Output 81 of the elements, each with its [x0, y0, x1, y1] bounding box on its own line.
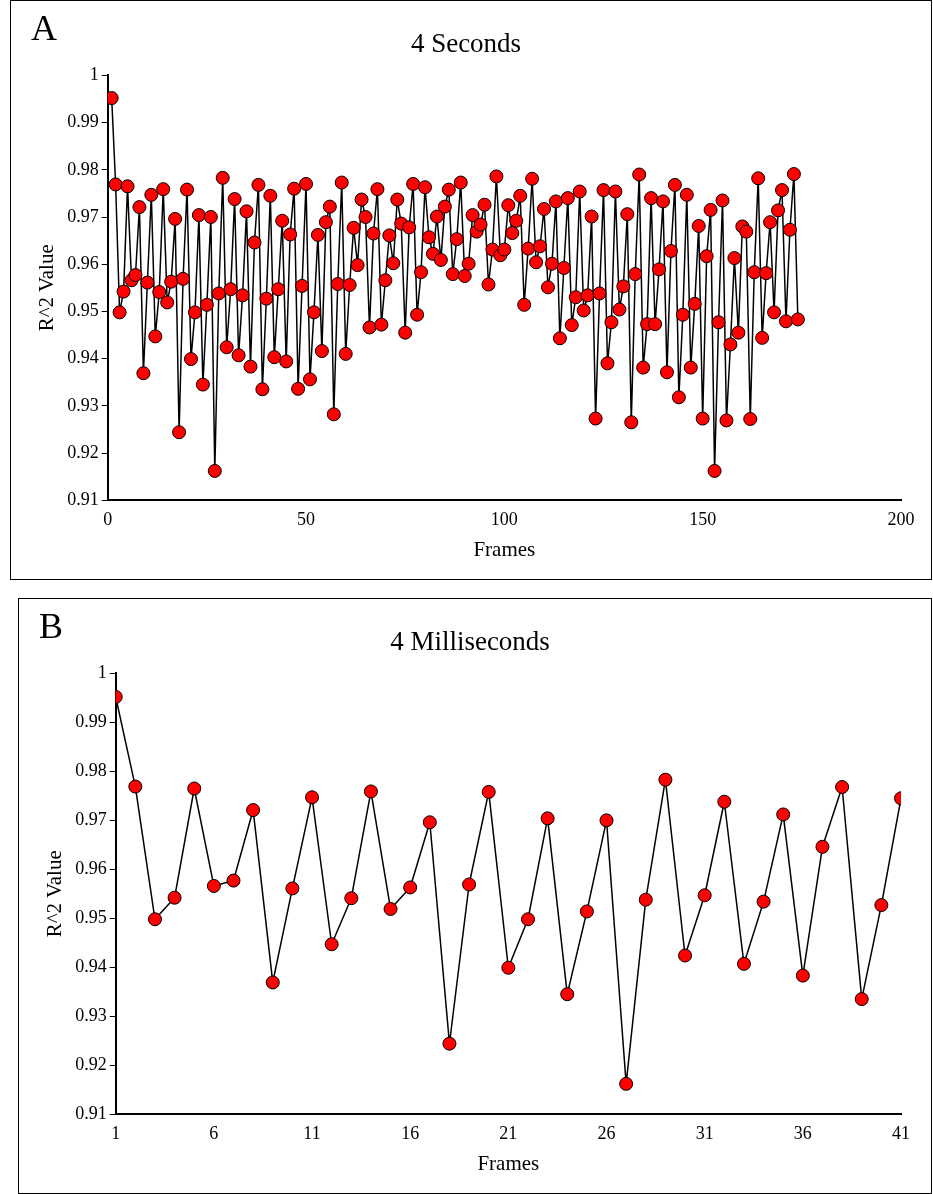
point [638, 892, 653, 907]
y-tick-label: 0.91 [67, 488, 99, 509]
point [167, 890, 182, 905]
y-tick-label: 0.98 [67, 158, 99, 179]
y-tick-label: 0.91 [75, 1102, 107, 1123]
point [363, 784, 378, 799]
x-tick-label: 0 [103, 508, 113, 529]
point [776, 807, 791, 822]
point [344, 891, 359, 906]
y-tick-label: 0.95 [67, 300, 99, 321]
point [147, 912, 162, 927]
x-tick-label: 31 [695, 1122, 714, 1143]
point [442, 1036, 457, 1051]
point [462, 877, 477, 892]
point [285, 881, 300, 896]
x-tick-label: 11 [303, 1122, 321, 1143]
y-axis-title: R^2 Value [34, 244, 59, 332]
y-tick-label: 0.97 [75, 809, 107, 830]
x-axis-title: Frames [477, 1150, 540, 1175]
y-tick-label: 0.98 [75, 760, 107, 781]
x-tick-label: 200 [887, 508, 915, 529]
y-tick-label: 0.95 [75, 907, 107, 928]
point [874, 898, 889, 913]
point [187, 781, 202, 796]
y-tick-label: 1 [89, 64, 99, 85]
x-tick-label: 50 [297, 508, 316, 529]
y-axis-title: R^2 Value [42, 850, 67, 938]
y-tick-label: 0.97 [67, 205, 99, 226]
x-tick-label: 21 [499, 1122, 518, 1143]
y-tick-label: 0.94 [67, 347, 99, 368]
point [226, 873, 241, 888]
x-axis-title: Frames [473, 536, 536, 561]
point [795, 968, 810, 983]
point [815, 839, 830, 854]
y-tick-label: 0.96 [75, 858, 107, 879]
y-tick-label: 0.92 [67, 441, 99, 462]
point [717, 794, 732, 809]
point [854, 992, 869, 1007]
x-tick-label: 150 [689, 508, 717, 529]
point [481, 784, 496, 799]
x-tick-label: 1 [111, 1122, 121, 1143]
y-tick-label: 0.94 [75, 956, 107, 976]
x-tick-label: 6 [209, 1122, 219, 1143]
point [658, 772, 673, 787]
point [599, 813, 614, 828]
x-tick-label: 36 [793, 1122, 812, 1143]
y-tick-label: 0.92 [75, 1053, 107, 1074]
y-tick-label: 0.93 [67, 394, 99, 415]
point [540, 811, 555, 826]
x-tick-label: 26 [597, 1122, 616, 1143]
point [206, 878, 221, 893]
point [128, 779, 143, 794]
point [619, 1076, 634, 1091]
point [422, 815, 437, 830]
point [520, 912, 535, 927]
point [403, 880, 418, 895]
y-tick-label: 0.93 [75, 1004, 107, 1025]
y-tick-label: 0.99 [75, 711, 107, 732]
point [579, 904, 594, 919]
x-tick-label: 41 [892, 1122, 910, 1143]
text: A [31, 8, 57, 49]
point [501, 960, 516, 975]
point [835, 780, 850, 795]
point [246, 803, 261, 818]
y-tick-label: 1 [97, 662, 107, 683]
point [383, 901, 398, 916]
point [324, 937, 339, 952]
point [736, 956, 751, 971]
chart-title: 4 Seconds [410, 28, 522, 59]
y-tick-label: 0.99 [67, 111, 99, 132]
x-tick-label: 16 [401, 1122, 420, 1143]
y-tick-label: 0.96 [67, 252, 99, 273]
point [265, 975, 280, 990]
point [756, 894, 771, 909]
chart-title: 4 Milliseconds [390, 626, 550, 657]
point [305, 790, 320, 805]
text: B [39, 606, 64, 647]
x-tick-label: 100 [490, 508, 518, 529]
point [678, 948, 693, 963]
point [560, 987, 575, 1002]
point [697, 888, 712, 903]
